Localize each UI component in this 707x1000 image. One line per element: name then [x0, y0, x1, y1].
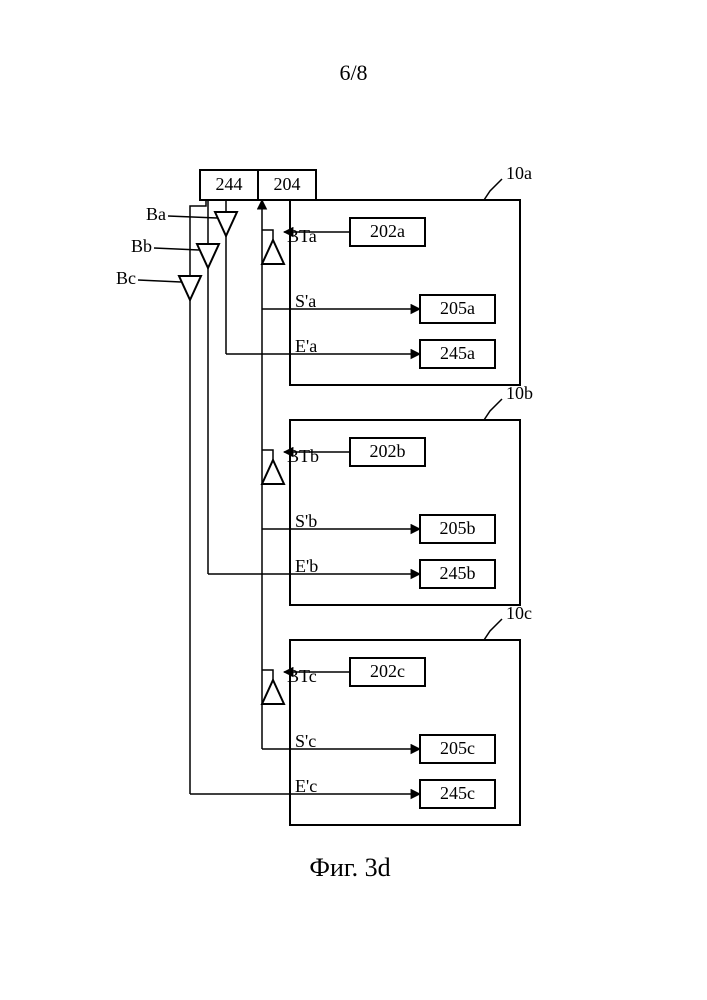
diagram-canvas: 6/8 Фиг. 3d 244 204 Ba Bb Bc 10a 202a 205a 245a BTa… — [0, 0, 707, 1000]
wire-244-Bc — [190, 200, 206, 276]
wire-BT-bus-a — [262, 230, 273, 240]
label-E-c: E'c — [295, 776, 317, 796]
label-245c: 245c — [440, 783, 475, 803]
label-BTa: BTa — [287, 226, 317, 246]
buffer-Bc — [179, 276, 201, 300]
label-245a: 245a — [440, 343, 475, 363]
label-Bc: Bc — [116, 268, 136, 288]
label-BTb: BTb — [287, 446, 319, 466]
wire-BT-bus-c — [262, 670, 273, 680]
figure-caption: Фиг. 3d — [309, 853, 390, 882]
buffer-BTc — [262, 680, 284, 704]
label-202a: 202a — [370, 221, 405, 241]
label-Ba: Ba — [146, 204, 166, 224]
buffer-BTa — [262, 240, 284, 264]
label-205a: 205a — [440, 298, 475, 318]
label-S-b: S'b — [295, 511, 317, 531]
buffer-Ba — [215, 212, 237, 236]
label-202c: 202c — [370, 661, 405, 681]
label-205b: 205b — [440, 518, 476, 538]
lead-module-a — [484, 179, 502, 200]
lead-Bc — [138, 280, 181, 282]
label-244: 244 — [216, 174, 243, 194]
label-BTc: BTc — [287, 666, 317, 686]
label-E-a: E'a — [295, 336, 317, 356]
label-204: 204 — [274, 174, 301, 194]
buffer-Bb — [197, 244, 219, 268]
label-245b: 245b — [440, 563, 476, 583]
page-header: 6/8 — [339, 60, 367, 85]
label-module-b: 10b — [506, 383, 533, 403]
label-module-a: 10a — [506, 163, 532, 183]
label-S-a: S'a — [295, 291, 316, 311]
lead-Bb — [154, 248, 199, 250]
label-S-c: S'c — [295, 731, 316, 751]
label-module-c: 10c — [506, 603, 532, 623]
label-E-b: E'b — [295, 556, 318, 576]
lead-module-b — [484, 399, 502, 420]
label-205c: 205c — [440, 738, 475, 758]
label-202b: 202b — [370, 441, 406, 461]
lead-Ba — [168, 216, 217, 218]
label-Bb: Bb — [131, 236, 152, 256]
lead-module-c — [484, 619, 502, 640]
buffer-BTb — [262, 460, 284, 484]
wire-BT-bus-b — [262, 450, 273, 460]
